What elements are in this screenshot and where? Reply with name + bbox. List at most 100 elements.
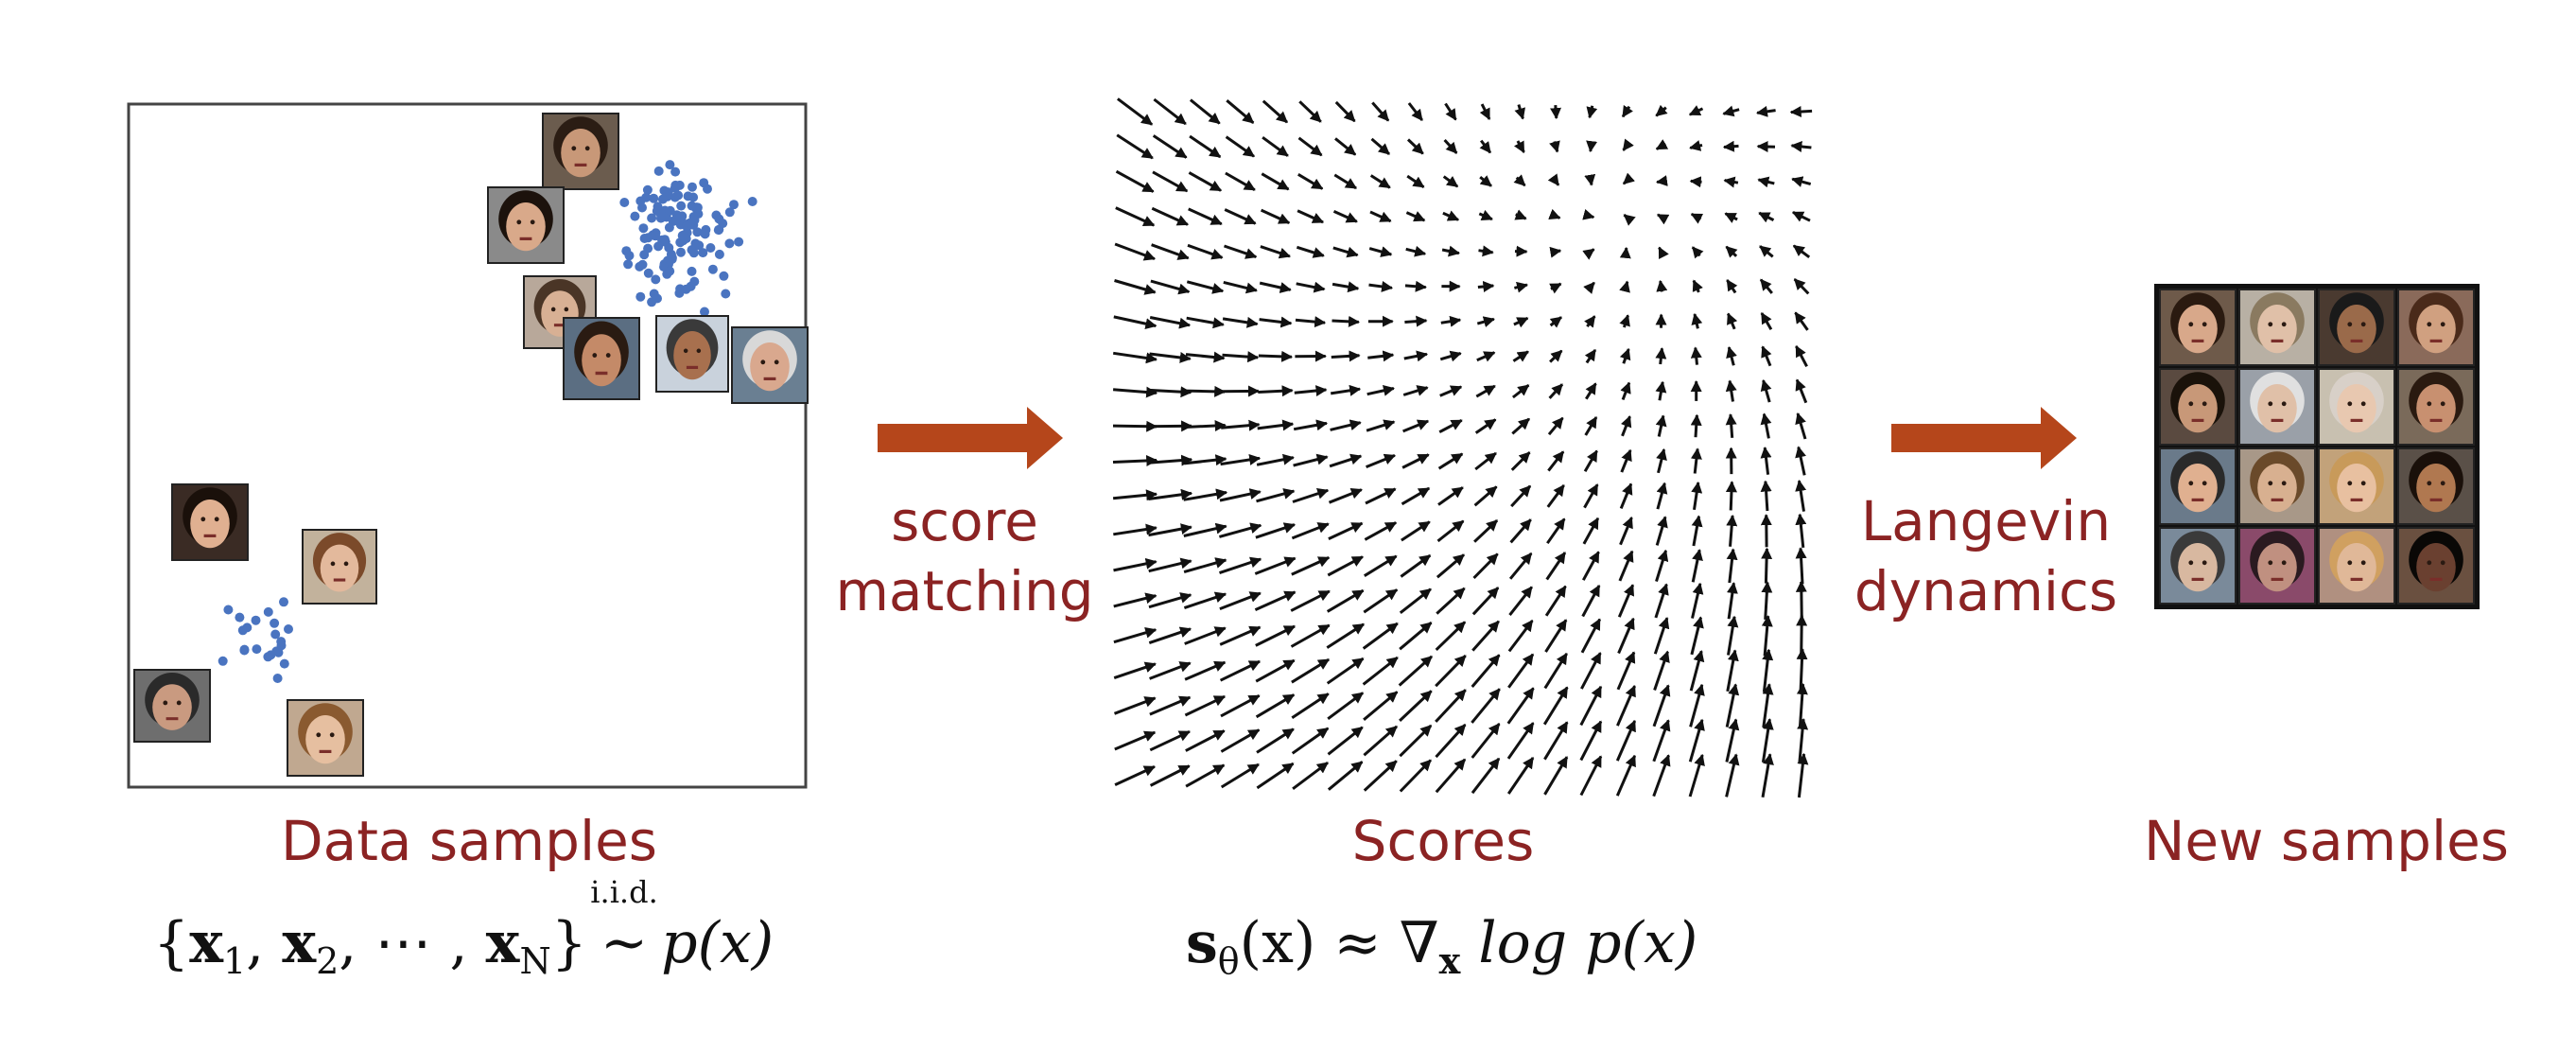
quiver-arrow-icon: [1474, 418, 1497, 434]
quiver-arrow-icon: [1655, 104, 1668, 117]
quiver-arrow-icon: [1435, 621, 1467, 651]
scatter-dot: [718, 219, 728, 229]
quiver-arrow-icon: [1113, 626, 1157, 644]
quiver-arrow-icon: [1363, 588, 1399, 614]
quiver-arrow-icon: [1756, 105, 1776, 117]
face-photo-icon: [2238, 447, 2316, 525]
quiver-arrow-icon: [1655, 516, 1668, 546]
quiver-arrow-icon: [1514, 209, 1527, 220]
quiver-arrow-icon: [1297, 209, 1325, 224]
quiver-arrow-icon: [1656, 482, 1668, 510]
quiver-arrow-icon: [1652, 719, 1671, 763]
quiver-arrow-icon: [1584, 315, 1596, 328]
score-equation: sθ(x) ≈ ∇x log p(x): [1186, 910, 1698, 982]
quiver-arrow-icon: [1437, 452, 1464, 470]
quiver-arrow-icon: [1583, 449, 1598, 473]
quiver-arrow-icon: [1507, 620, 1534, 653]
scatter-dot: [619, 198, 630, 207]
scatter-dot: [641, 192, 652, 202]
quiver-arrow-icon: [1727, 312, 1738, 330]
quiver-arrow-icon: [1184, 660, 1227, 681]
scatter-dot: [653, 293, 662, 304]
quiver-arrow-icon: [1294, 385, 1328, 396]
quiver-arrow-icon: [1690, 413, 1702, 438]
quiver-arrow-icon: [1366, 453, 1397, 468]
quiver-arrow-icon: [1148, 626, 1192, 645]
quiver-arrow-icon: [1401, 520, 1431, 542]
quiver-arrow-icon: [1364, 554, 1398, 577]
quiver-arrow-icon: [1471, 587, 1500, 616]
quiver-arrow-icon: [1183, 522, 1227, 537]
quiver-arrow-icon: [1615, 754, 1637, 797]
quiver-arrow-icon: [1726, 514, 1738, 547]
quiver-arrow-icon: [1363, 760, 1398, 792]
quiver-arrow-icon: [1258, 350, 1294, 362]
quiver-arrow-icon: [1761, 345, 1772, 367]
data-samples-panel: [127, 102, 809, 789]
score-vector-field: [1112, 97, 1813, 798]
quiver-arrow-icon: [1759, 245, 1774, 258]
quiver-arrow-icon: [1153, 97, 1187, 126]
quiver-arrow-icon: [1436, 553, 1465, 579]
quiver-arrow-icon: [1220, 763, 1260, 789]
quiver-arrow-icon: [1690, 616, 1704, 656]
face-photo-icon: [2159, 289, 2237, 366]
quiver-arrow-icon: [1219, 659, 1262, 682]
quiver-arrow-icon: [1473, 519, 1499, 543]
quiver-arrow-icon: [1547, 450, 1565, 472]
quiver-arrow-icon: [1795, 547, 1807, 585]
quiver-arrow-icon: [1149, 661, 1192, 680]
quiver-arrow-icon: [1586, 105, 1598, 119]
quiver-arrow-icon: [1219, 591, 1262, 610]
quiver-arrow-icon: [1621, 104, 1633, 118]
quiver-arrow-icon: [1435, 723, 1467, 759]
quiver-arrow-icon: [1726, 582, 1738, 620]
quiver-arrow-icon: [1511, 384, 1530, 399]
quiver-arrow-icon: [1405, 211, 1426, 222]
quiver-arrow-icon: [1653, 650, 1670, 691]
quiver-arrow-icon: [1148, 557, 1192, 573]
langevin-arrow-icon: [1891, 407, 2077, 469]
quiver-arrow-icon: [1584, 415, 1598, 436]
quiver-arrow-icon: [1689, 176, 1702, 188]
scatter-dot: [689, 276, 700, 287]
scatter-dot: [270, 618, 280, 628]
quiver-arrow-icon: [1725, 481, 1737, 511]
quiver-arrow-icon: [1758, 211, 1775, 223]
quiver-arrow-icon: [1440, 315, 1462, 327]
quiver-arrow-icon: [1189, 134, 1222, 159]
quiver-arrow-icon: [1547, 173, 1560, 186]
scatter-dot: [642, 184, 653, 195]
quiver-arrow-icon: [1513, 174, 1526, 187]
quiver-arrow-icon: [1691, 582, 1704, 619]
quiver-arrow-icon: [1333, 173, 1358, 190]
quiver-arrow-icon: [1471, 757, 1501, 795]
quiver-arrow-icon: [1255, 522, 1297, 539]
quiver-arrow-icon: [1622, 138, 1634, 151]
face-photo-icon: [287, 699, 364, 777]
quiver-arrow-icon: [1149, 316, 1192, 329]
quiver-arrow-icon: [1691, 549, 1703, 583]
quiver-arrow-icon: [1114, 242, 1157, 261]
quiver-arrow-icon: [1722, 140, 1739, 152]
quiver-arrow-icon: [1291, 727, 1330, 755]
scatter-dot: [239, 645, 250, 656]
scatter-dot: [734, 237, 744, 247]
quiver-arrow-icon: [1585, 382, 1597, 400]
quiver-arrow-icon: [1151, 206, 1189, 226]
quiver-arrow-icon: [1550, 104, 1562, 120]
quiver-arrow-icon: [1293, 453, 1329, 467]
quiver-arrow-icon: [1219, 625, 1262, 646]
quiver-arrow-icon: [1581, 584, 1601, 618]
quiver-arrow-icon: [1547, 416, 1564, 436]
langevin-line1: Langevin: [1860, 489, 2112, 553]
quiver-arrow-icon: [1113, 523, 1157, 536]
quiver-arrow-icon: [1580, 618, 1602, 654]
quiver-arrow-icon: [1619, 516, 1633, 546]
scatter-dot: [235, 612, 245, 622]
quiver-arrow-icon: [1582, 517, 1600, 545]
quiver-arrow-icon: [1327, 692, 1365, 721]
quiver-arrow-icon: [1442, 210, 1460, 221]
quiver-arrow-icon: [1506, 687, 1535, 725]
quiver-arrow-icon: [1795, 344, 1808, 367]
